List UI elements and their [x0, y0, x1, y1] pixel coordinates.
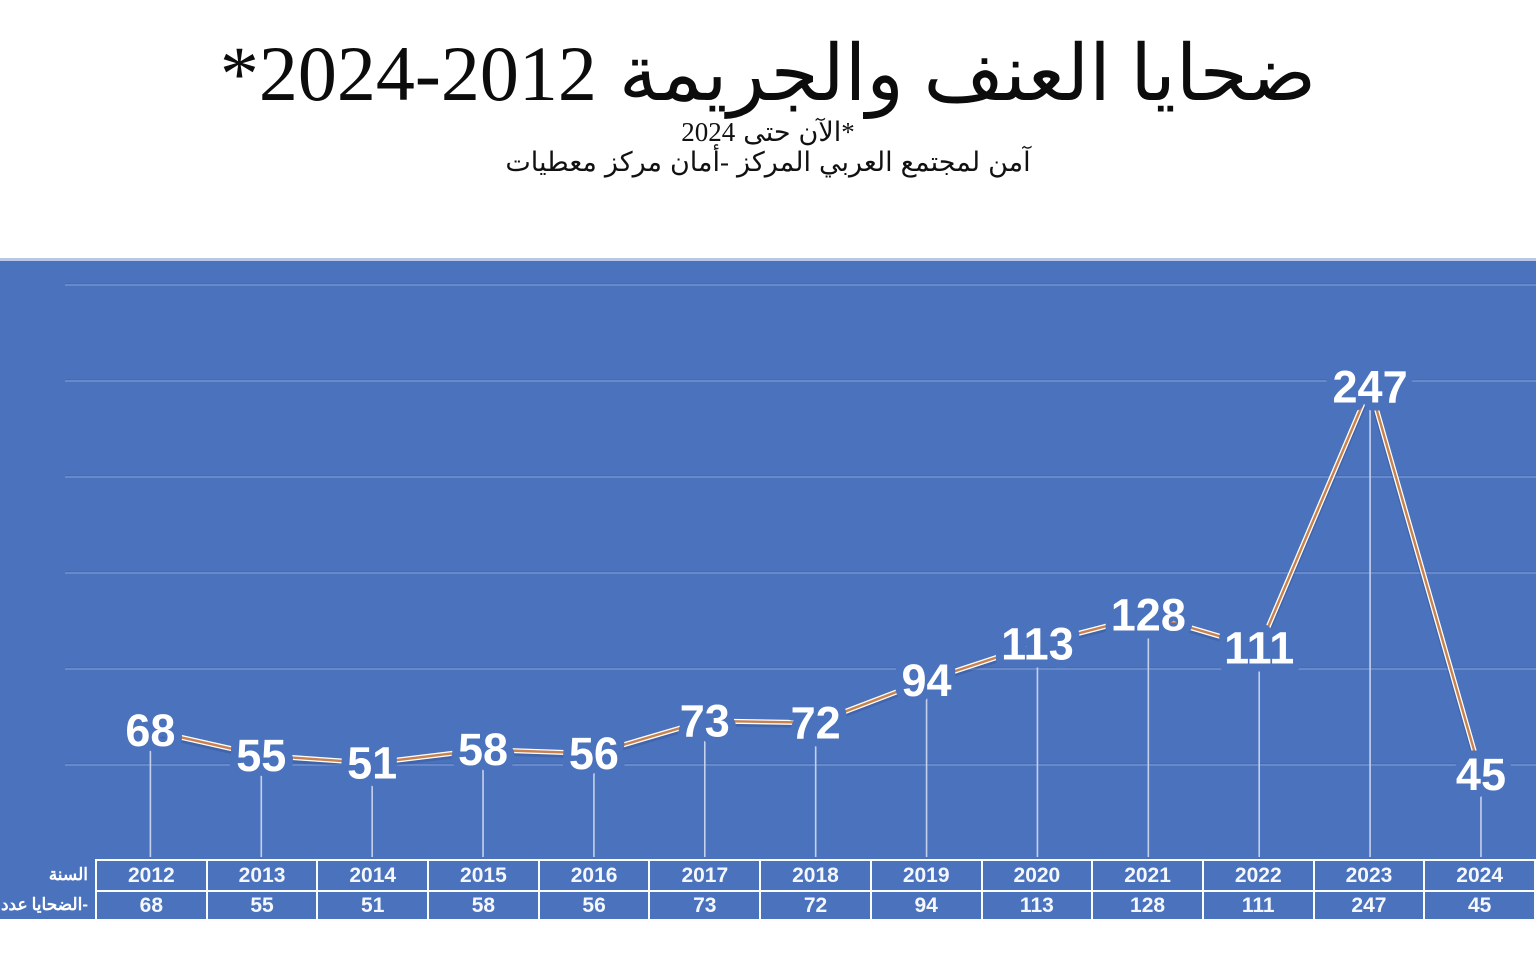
year-cell: 2021	[1093, 861, 1202, 890]
year-cell: 2013	[207, 861, 317, 890]
series-line	[150, 383, 1483, 775]
table-row-headers: السنة عدد الضحايا-	[0, 859, 95, 921]
text-part: الضحايا-	[31, 894, 88, 914]
data-label: 58	[458, 724, 508, 775]
text-part: حتى	[743, 117, 791, 148]
text-part: 2024	[681, 117, 736, 148]
value-cell: 113	[982, 892, 1092, 919]
text-part: عدد	[0, 894, 28, 914]
value-cell: 56	[539, 892, 649, 919]
value-cell: 94	[871, 892, 981, 919]
data-label: 51	[347, 738, 397, 789]
year-cell: 2018	[761, 861, 870, 890]
value-cell: 68	[97, 892, 206, 919]
value-cell: 45	[1425, 892, 1534, 919]
value-cell: 73	[650, 892, 760, 919]
text-part: الآن*	[798, 117, 855, 148]
year-cell: 2014	[318, 861, 428, 890]
data-label: 73	[680, 695, 730, 746]
data-label: 111	[1224, 622, 1294, 673]
text-part: المركز	[736, 147, 811, 178]
text-part: لمجتمع	[900, 147, 981, 178]
data-label: 55	[236, 730, 286, 781]
value-cell: 72	[761, 892, 870, 919]
chart-panel: 68 55 51 58 56 73 72 94 113 128 111 247 45 السنة عدد…	[0, 258, 1536, 921]
data-label: 45	[1456, 749, 1506, 800]
data-label: 68	[125, 705, 175, 756]
value-cell: 58	[429, 892, 538, 919]
data-label: 94	[902, 655, 952, 706]
text-part: مركز	[604, 147, 662, 178]
value-row-label: عدد الضحايا-	[0, 890, 95, 919]
year-cell: 2020	[982, 861, 1092, 890]
line-chart: 68 55 51 58 56 73 72 94 113 128 111 247 45	[65, 283, 1536, 857]
year-cell: 2015	[429, 861, 538, 890]
subtitle-line-1: 2024 حتى الآن*	[0, 117, 1536, 147]
data-label: 247	[1333, 361, 1408, 412]
text-part: أمان-	[669, 147, 729, 178]
subtitle-line-2: معطيات مركز أمان- المركز العربي لمجتمع آمن	[0, 147, 1536, 177]
data-label: 72	[791, 697, 841, 748]
text-part: العربي	[818, 147, 893, 178]
year-cell: 2012	[97, 861, 206, 890]
year-cell: 2019	[871, 861, 981, 890]
year-cell: 2022	[1203, 861, 1313, 890]
value-cell: 128	[1093, 892, 1202, 919]
text-part: آمن	[988, 147, 1031, 178]
year-row-label: السنة	[48, 864, 88, 884]
year-cell: 2016	[539, 861, 649, 890]
title-year-range: *2024-2012	[219, 30, 597, 117]
year-cell: 2017	[650, 861, 760, 890]
value-cell: 247	[1314, 892, 1424, 919]
value-cell: 55	[207, 892, 317, 919]
value-cell: 51	[318, 892, 428, 919]
title-block: *2024-2012 ضحايا العنف والجريمة 2024 حتى ا…	[0, 0, 1536, 177]
data-label: 56	[569, 728, 619, 779]
data-label: 128	[1111, 590, 1186, 641]
chart-title: *2024-2012 ضحايا العنف والجريمة	[0, 30, 1536, 117]
title-arabic-text: ضحايا العنف والجريمة	[618, 30, 1317, 117]
text-part: معطيات	[505, 147, 597, 178]
data-table: 2012 2013 2014 2015 2016 2017 2018 2019 2020 2021…	[95, 859, 1536, 921]
value-cell: 111	[1203, 892, 1313, 919]
year-cell: 2023	[1314, 861, 1424, 890]
data-label: 113	[1001, 619, 1074, 670]
year-cell: 2024	[1425, 861, 1534, 890]
